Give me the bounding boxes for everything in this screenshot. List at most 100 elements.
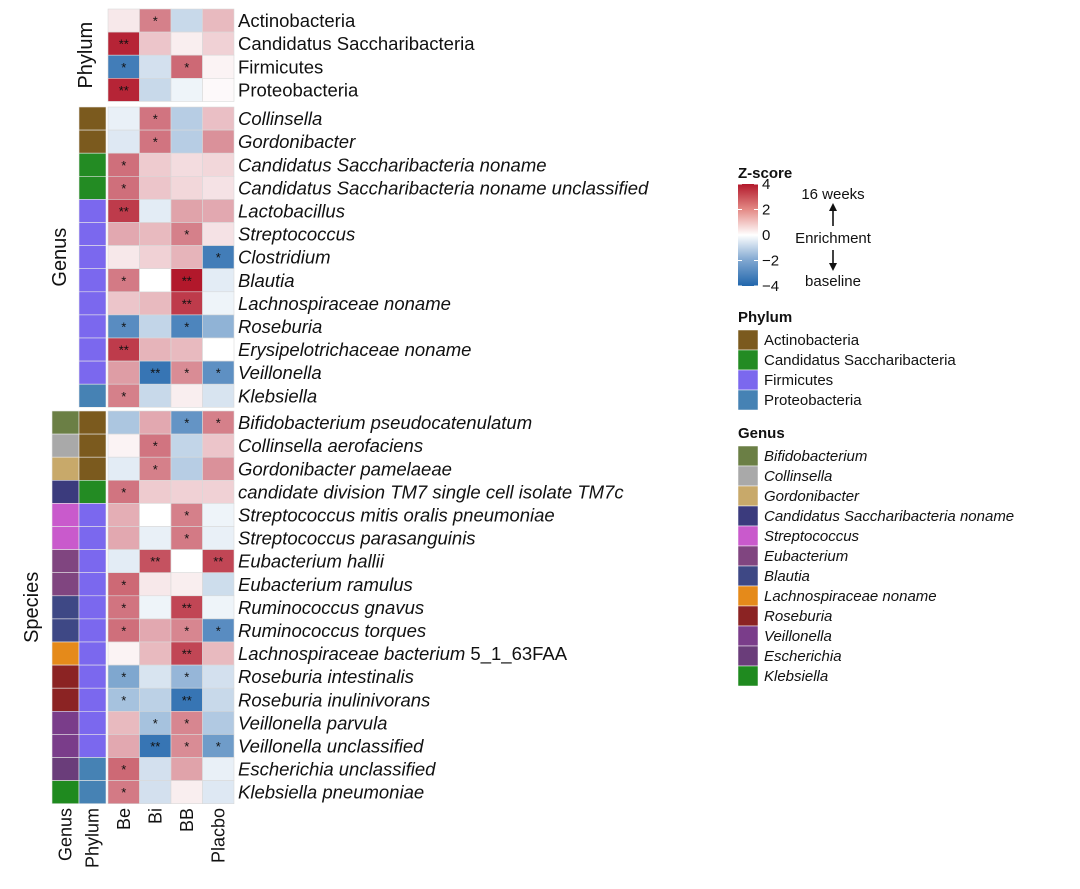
enrichment-label: Enrichment	[795, 230, 872, 247]
phylum-annotation-cell	[78, 618, 107, 643]
genus-legend-label: Bifidobacterium	[764, 448, 867, 465]
genus-annotation-cell	[51, 595, 80, 620]
genus-legend-label: Lachnospiraceae noname	[764, 588, 937, 605]
genus-legend-label: Veillonella	[764, 628, 832, 645]
phylum-annotation-cell	[78, 268, 107, 293]
row-label: Klebsiella	[238, 385, 317, 406]
heat-cell	[139, 54, 172, 79]
heat-cell	[202, 572, 235, 597]
genus-annotation-cell	[51, 664, 80, 689]
row-label: Lachnospiraceae noname	[238, 293, 451, 314]
heat-cell	[202, 710, 235, 735]
column-label: BB	[177, 808, 197, 832]
significance-mark: *	[121, 158, 126, 173]
heat-cell	[170, 176, 203, 200]
heat-cell	[139, 152, 172, 177]
section-title-species: Species	[21, 572, 43, 643]
heat-cell	[202, 687, 235, 712]
heat-cell	[139, 176, 172, 200]
heat-cell	[139, 572, 172, 597]
significance-mark: *	[216, 366, 221, 381]
significance-mark: *	[184, 366, 189, 381]
row-label: Collinsella aerofaciens	[238, 435, 423, 456]
phylum-legend-swatch	[737, 389, 759, 411]
heat-cell	[202, 152, 235, 177]
heat-cell	[170, 549, 203, 573]
heat-cell	[202, 199, 235, 223]
significance-mark: *	[184, 623, 189, 638]
heat-cell	[139, 245, 172, 270]
heat-cell	[202, 526, 235, 550]
row-label: Gordonibacter	[238, 131, 356, 152]
phylum-annotation-cell	[78, 503, 107, 527]
row-label: candidate division TM7 single cell isola…	[238, 481, 624, 502]
row-label: Streptococcus	[238, 224, 355, 245]
significance-mark: *	[216, 416, 221, 431]
phylum-annotation-cell	[78, 152, 107, 177]
phylum-annotation-cell	[78, 410, 107, 435]
heat-cell	[202, 222, 235, 246]
phylum-annotation-cell	[78, 106, 107, 131]
row-label: Firmicutes	[238, 56, 323, 77]
genus-annotation-cell	[51, 503, 80, 527]
heat-cell	[170, 8, 203, 33]
genus-annotation-cell	[51, 456, 80, 481]
genus-annotation-cell	[51, 734, 80, 758]
phylum-annotation-cell	[78, 176, 107, 200]
heat-cell	[107, 106, 140, 131]
genus-legend-label: Candidatus Saccharibacteria noname	[764, 508, 1014, 525]
significance-mark: **	[119, 83, 129, 98]
heat-cell	[139, 503, 172, 527]
genus-legend-swatch	[737, 625, 759, 647]
significance-mark: *	[121, 389, 126, 404]
significance-mark: *	[121, 600, 126, 615]
heat-cell	[139, 664, 172, 689]
row-label: Veillonella	[238, 362, 322, 383]
heat-cell	[107, 291, 140, 316]
phylum-annotation-cell	[78, 337, 107, 362]
phylum-annotation-cell	[78, 664, 107, 689]
heat-cell	[139, 31, 172, 56]
genus-legend-label: Eubacterium	[764, 548, 848, 565]
significance-mark: **	[119, 37, 129, 52]
significance-mark: *	[121, 319, 126, 334]
phylum-annotation-cell	[78, 129, 107, 154]
enrichment-bottom-label: baseline	[805, 273, 861, 290]
heat-cell	[170, 129, 203, 154]
heat-cell	[170, 337, 203, 362]
heat-cell	[107, 710, 140, 735]
significance-mark: **	[150, 554, 160, 569]
heat-cell	[107, 129, 140, 154]
heat-cell	[202, 176, 235, 200]
enrichment-top-label: 16 weeks	[801, 186, 864, 203]
significance-mark: *	[121, 181, 126, 196]
genus-annotation-cell	[51, 757, 80, 781]
phylum-annotation-cell	[78, 687, 107, 712]
phylum-annotation-cell	[78, 456, 107, 481]
phylum-annotation-cell	[78, 222, 107, 246]
down-arrow-head	[829, 263, 837, 271]
genus-annotation-cell	[51, 618, 80, 643]
significance-mark: *	[184, 531, 189, 546]
row-label: Lactobacillus	[238, 200, 345, 221]
colorbar-tick-label: 0	[762, 227, 770, 244]
genus-annotation-cell	[51, 780, 80, 804]
row-label: Gordonibacter pamelaeae	[238, 458, 452, 479]
row-label: Collinsella	[238, 108, 322, 129]
heat-cell	[170, 152, 203, 177]
significance-mark: *	[153, 716, 158, 731]
heat-cell	[202, 641, 235, 666]
genus-legend-swatch	[737, 465, 759, 487]
heat-cell	[139, 199, 172, 223]
heat-cell	[107, 410, 140, 435]
phylum-legend-label: Firmicutes	[764, 372, 833, 389]
row-label: Candidatus Saccharibacteria noname uncla…	[238, 177, 649, 198]
heat-cell	[170, 245, 203, 270]
row-label: Escherichia unclassified	[238, 759, 436, 780]
significance-mark: *	[121, 762, 126, 777]
significance-mark: *	[184, 416, 189, 431]
significance-mark: **	[182, 647, 192, 662]
phylum-annotation-cell	[78, 479, 107, 504]
genus-annotation-cell	[51, 710, 80, 735]
